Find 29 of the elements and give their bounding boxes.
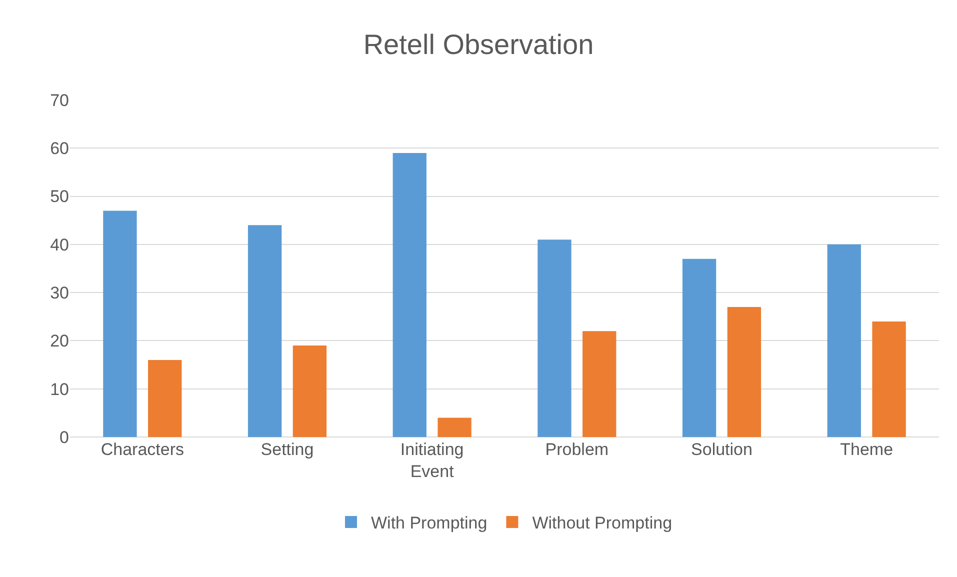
x-tick-label: Characters	[100, 440, 184, 459]
x-tick-label: Problem	[545, 440, 609, 459]
bar	[872, 321, 906, 437]
bar	[438, 418, 472, 437]
bar	[292, 346, 327, 437]
x-tick-label: Setting	[260, 440, 314, 459]
x-tick-label: Initiating Event	[400, 440, 464, 482]
bar	[392, 152, 426, 437]
legend-label: Without Prompting	[532, 514, 672, 533]
chart-title: Retell Observation	[363, 29, 594, 60]
y-tick-label: 20	[50, 332, 69, 351]
y-tick-label: 60	[50, 139, 69, 158]
y-tick-label: 70	[50, 90, 69, 110]
y-tick-label: 50	[50, 187, 69, 206]
x-tick-label: Theme	[840, 440, 894, 459]
x-tick-label: Solution	[691, 440, 752, 459]
bar	[682, 258, 716, 437]
bar	[538, 240, 572, 437]
bar	[248, 225, 282, 437]
y-tick-label: 30	[50, 284, 69, 303]
bar	[148, 360, 182, 437]
bar	[827, 244, 861, 437]
bar	[103, 210, 137, 437]
y-tick-label: 0	[60, 428, 69, 447]
bar	[582, 331, 616, 437]
bar	[727, 307, 762, 437]
legend-label: With Prompting	[371, 514, 488, 533]
y-tick-label: 40	[50, 235, 69, 254]
y-tick-label: 10	[50, 380, 69, 399]
